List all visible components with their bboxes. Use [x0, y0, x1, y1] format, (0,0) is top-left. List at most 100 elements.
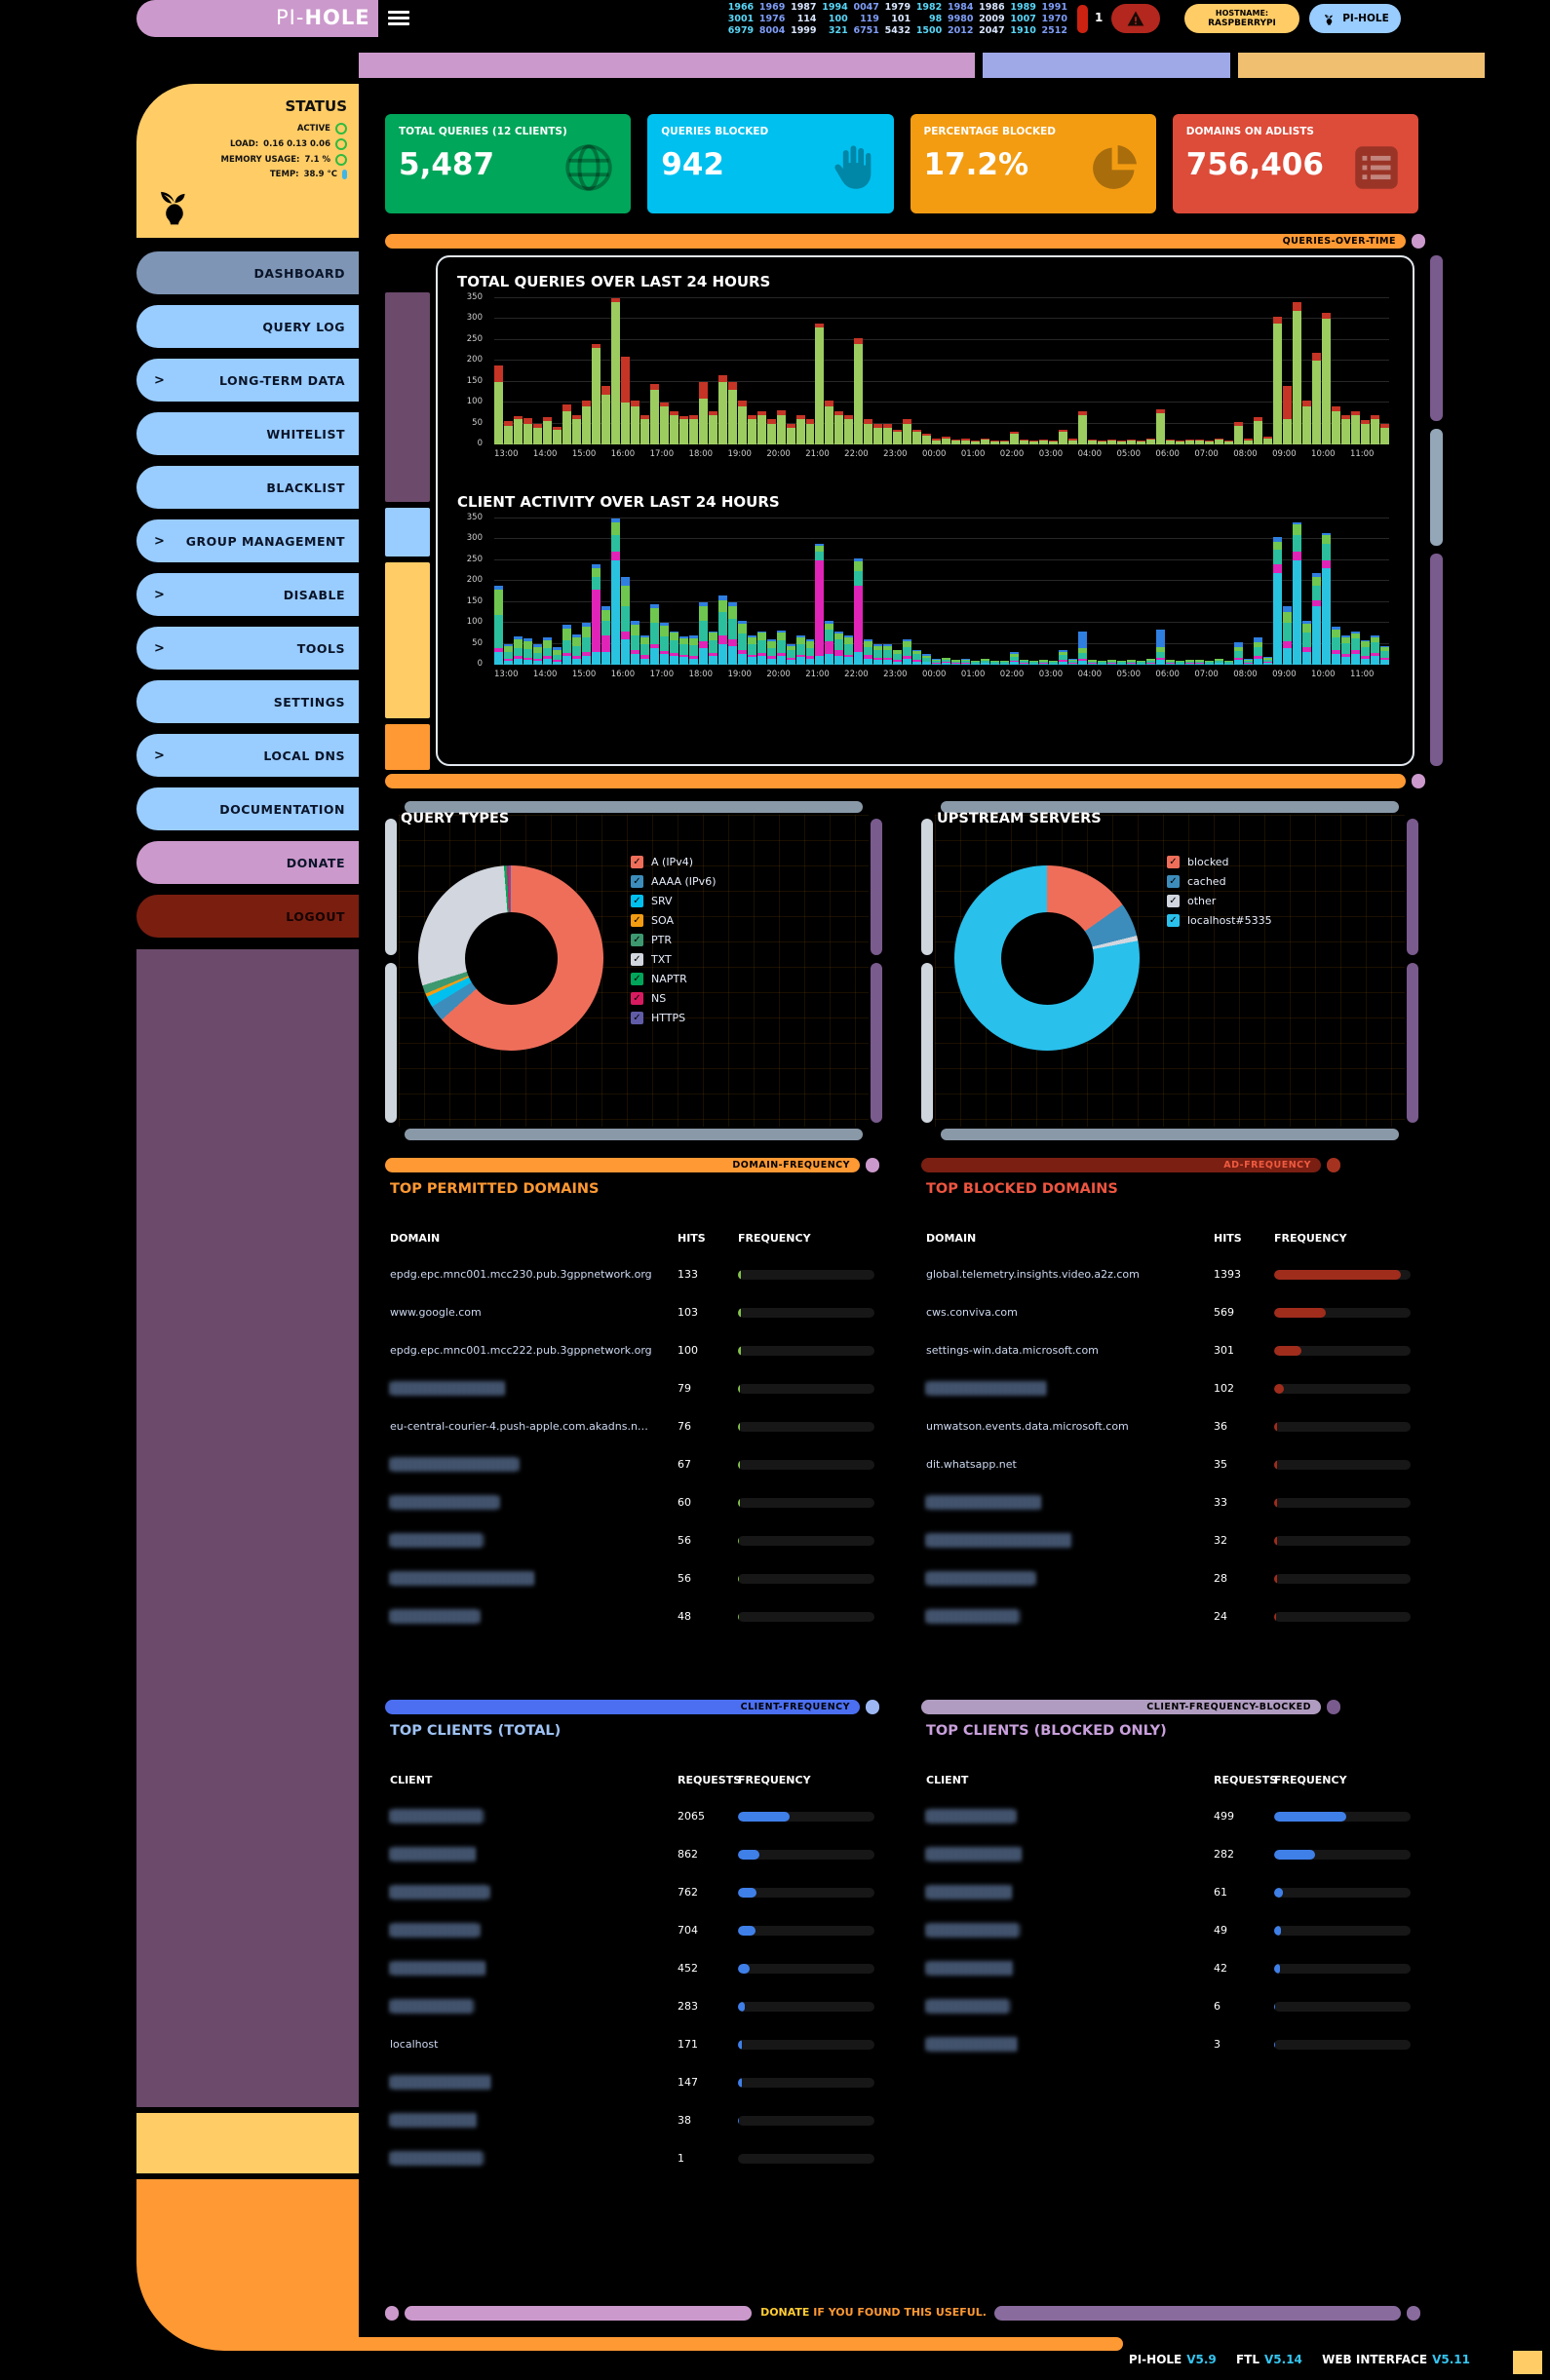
table-row[interactable]: eu-central-courier-4.push-apple.com.akad…: [390, 1407, 882, 1445]
table-row[interactable]: 33: [926, 1483, 1418, 1521]
stat-card-queries-blocked[interactable]: QUERIES BLOCKED 942: [647, 114, 894, 213]
legend-checkbox-icon[interactable]: ✓: [631, 953, 643, 966]
legend-checkbox-icon[interactable]: ✓: [1167, 895, 1180, 907]
table-row[interactable]: cws.conviva.com 569: [926, 1293, 1418, 1331]
legend-checkbox-icon[interactable]: ✓: [631, 914, 643, 927]
table-row[interactable]: 283: [390, 1987, 882, 2025]
table-row[interactable]: 6: [926, 1987, 1418, 2025]
legend-checkbox-icon[interactable]: ✓: [1167, 875, 1180, 888]
table-row[interactable]: www.google.com 103: [390, 1293, 882, 1331]
chart-bar: [1253, 417, 1262, 444]
table-row[interactable]: 32: [926, 1521, 1418, 1559]
sidebar-item-logout[interactable]: LOGOUT: [136, 895, 359, 938]
table-row[interactable]: 79: [390, 1369, 882, 1407]
table-row[interactable]: 48: [390, 1597, 882, 1635]
table-row[interactable]: 147: [390, 2063, 882, 2101]
sidebar-item-query-log[interactable]: QUERY LOG: [136, 305, 359, 348]
chevron-right-icon: >: [154, 587, 166, 602]
legend-item[interactable]: ✓ PTR: [631, 934, 716, 946]
legend-item[interactable]: ✓ SOA: [631, 914, 716, 927]
legend-checkbox-icon[interactable]: ✓: [631, 856, 643, 868]
pihole-brand-badge[interactable]: PI-HOLE: [1309, 4, 1401, 33]
sidebar-item-donate[interactable]: DONATE: [136, 841, 359, 884]
table-row[interactable]: 452: [390, 1949, 882, 1987]
legend-item[interactable]: ✓ A (IPv4): [631, 856, 716, 868]
frequency-bar: [738, 2077, 874, 2088]
legend-checkbox-icon[interactable]: ✓: [1167, 914, 1180, 927]
legend-item[interactable]: ✓ SRV: [631, 895, 716, 907]
chart-bar: [1223, 660, 1233, 665]
table-row[interactable]: 282: [926, 1835, 1418, 1873]
stat-card-total-queries[interactable]: TOTAL QUERIES (12 CLIENTS) 5,487: [385, 114, 632, 213]
table-row[interactable]: 38: [390, 2101, 882, 2139]
sidebar-item-settings[interactable]: SETTINGS: [136, 680, 359, 723]
chart-bar: [903, 419, 912, 444]
sidebar-item-local-dns[interactable]: > LOCAL DNS: [136, 734, 359, 777]
table-title-permitted: TOP PERMITTED DOMAINS: [390, 1181, 600, 1197]
chart-bar: [1165, 659, 1175, 665]
table-row[interactable]: epdg.epc.mnc001.mcc222.pub.3gppnetwork.o…: [390, 1331, 882, 1369]
warning-icon: [1127, 11, 1144, 26]
legend-checkbox-icon[interactable]: ✓: [631, 934, 643, 946]
legend-checkbox-icon[interactable]: ✓: [631, 895, 643, 907]
table-row[interactable]: 28: [926, 1559, 1418, 1597]
redacted-text: [926, 1885, 1012, 1900]
table-row[interactable]: 499: [926, 1797, 1418, 1835]
sidebar-item-dashboard[interactable]: DASHBOARD: [136, 251, 359, 294]
hits-cell: 38: [678, 2114, 691, 2127]
table-row[interactable]: localhost 171: [390, 2025, 882, 2063]
legend-item[interactable]: ✓ AAAA (IPv6): [631, 875, 716, 888]
menu-toggle-icon[interactable]: [388, 11, 409, 26]
legend-item[interactable]: ✓ TXT: [631, 953, 716, 966]
sidebar-item-group-management[interactable]: > GROUP MANAGEMENT: [136, 519, 359, 562]
legend-checkbox-icon[interactable]: ✓: [631, 973, 643, 985]
legend-item[interactable]: ✓ NAPTR: [631, 973, 716, 985]
legend-checkbox-icon[interactable]: ✓: [1167, 856, 1180, 868]
table-row[interactable]: 704: [390, 1911, 882, 1949]
table-row[interactable]: 56: [390, 1559, 882, 1597]
stat-card-domains-on-adlists[interactable]: DOMAINS ON ADLISTS 756,406: [1172, 114, 1418, 213]
legend-item[interactable]: ✓ NS: [631, 992, 716, 1005]
sidebar-item-blacklist[interactable]: BLACKLIST: [136, 466, 359, 509]
table-row[interactable]: 1: [390, 2139, 882, 2177]
hits-cell: 2065: [678, 1810, 705, 1823]
table-row[interactable]: 49: [926, 1911, 1418, 1949]
legend-item[interactable]: ✓ blocked: [1167, 856, 1272, 868]
sidebar-item-whitelist[interactable]: WHITELIST: [136, 412, 359, 455]
table-row[interactable]: 3: [926, 2025, 1418, 2063]
hits-cell: 35: [1214, 1458, 1227, 1471]
stat-card-percentage-blocked[interactable]: PERCENTAGE BLOCKED 17.2%: [910, 114, 1156, 213]
legend-checkbox-icon[interactable]: ✓: [631, 1012, 643, 1024]
table-row[interactable]: epdg.epc.mnc001.mcc230.pub.3gppnetwork.o…: [390, 1255, 882, 1293]
legend-checkbox-icon[interactable]: ✓: [631, 875, 643, 888]
legend-item[interactable]: ✓ other: [1167, 895, 1272, 907]
redacted-text: [390, 1961, 485, 1976]
sidebar-item-documentation[interactable]: DOCUMENTATION: [136, 787, 359, 830]
legend-item[interactable]: ✓ cached: [1167, 875, 1272, 888]
table-row[interactable]: settings-win.data.microsoft.com 301: [926, 1331, 1418, 1369]
table-row[interactable]: dit.whatsapp.net 35: [926, 1445, 1418, 1483]
sidebar-item-disable[interactable]: > DISABLE: [136, 573, 359, 616]
x-tick-label: 17:00: [649, 449, 675, 459]
table-row[interactable]: 42: [926, 1949, 1418, 1987]
table-row[interactable]: 2065: [390, 1797, 882, 1835]
sidebar-item-tools[interactable]: > TOOLS: [136, 627, 359, 670]
legend-item[interactable]: ✓ localhost#5335: [1167, 914, 1272, 927]
table-row[interactable]: global.telemetry.insights.video.a2z.com 1…: [926, 1255, 1418, 1293]
legend-checkbox-icon[interactable]: ✓: [631, 992, 643, 1005]
chart-bar: [873, 424, 883, 444]
sidebar-item-long-term-data[interactable]: > LONG-TERM DATA: [136, 359, 359, 402]
chart-bar: [1184, 659, 1194, 665]
legend-item[interactable]: ✓ HTTPS: [631, 1012, 716, 1024]
table-row[interactable]: 60: [390, 1483, 882, 1521]
table-row[interactable]: 61: [926, 1873, 1418, 1911]
table-row[interactable]: 24: [926, 1597, 1418, 1635]
table-row[interactable]: 56: [390, 1521, 882, 1559]
alerts-button[interactable]: [1111, 4, 1160, 33]
donate-link[interactable]: DONATE IF YOU FOUND THIS USEFUL.: [760, 2306, 987, 2319]
table-row[interactable]: 102: [926, 1369, 1418, 1407]
table-row[interactable]: 762: [390, 1873, 882, 1911]
table-row[interactable]: umwatson.events.data.microsoft.com 36: [926, 1407, 1418, 1445]
table-row[interactable]: 862: [390, 1835, 882, 1873]
table-row[interactable]: 67: [390, 1445, 882, 1483]
